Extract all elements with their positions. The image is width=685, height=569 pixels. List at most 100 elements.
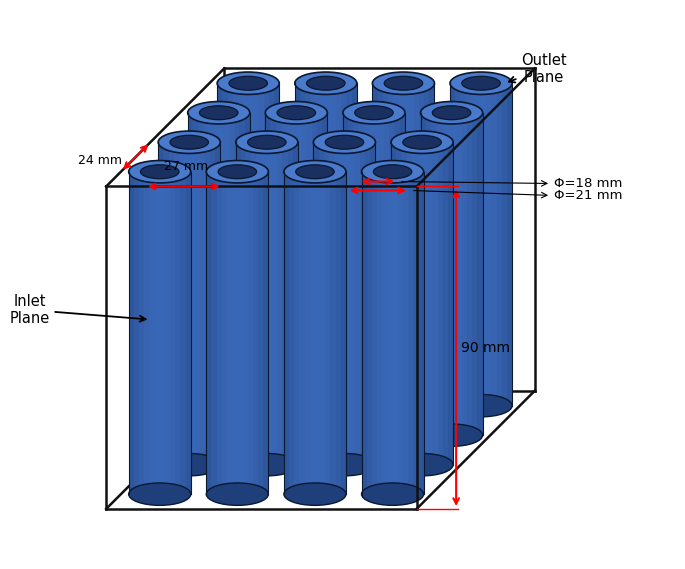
Polygon shape <box>477 113 483 435</box>
Polygon shape <box>451 113 457 435</box>
Polygon shape <box>403 83 409 406</box>
Polygon shape <box>233 83 238 406</box>
Polygon shape <box>427 142 432 465</box>
Polygon shape <box>291 113 297 435</box>
Polygon shape <box>180 172 186 494</box>
Polygon shape <box>343 113 405 435</box>
Polygon shape <box>295 83 357 406</box>
Polygon shape <box>486 83 491 406</box>
Polygon shape <box>353 113 358 435</box>
Polygon shape <box>267 142 298 465</box>
Polygon shape <box>214 113 219 435</box>
Polygon shape <box>343 113 374 435</box>
Polygon shape <box>248 83 279 406</box>
Ellipse shape <box>450 394 512 417</box>
Polygon shape <box>457 113 462 435</box>
Ellipse shape <box>450 72 512 94</box>
Ellipse shape <box>391 131 453 154</box>
Ellipse shape <box>158 131 221 154</box>
Polygon shape <box>188 113 250 435</box>
Polygon shape <box>325 172 330 494</box>
Polygon shape <box>355 142 360 465</box>
Polygon shape <box>246 142 251 465</box>
Polygon shape <box>351 83 357 406</box>
Polygon shape <box>175 172 180 494</box>
Ellipse shape <box>343 101 405 124</box>
Polygon shape <box>369 113 374 435</box>
Polygon shape <box>305 172 310 494</box>
Polygon shape <box>284 172 289 494</box>
Polygon shape <box>188 113 193 435</box>
Polygon shape <box>236 142 241 465</box>
Polygon shape <box>237 172 269 494</box>
Ellipse shape <box>170 135 208 149</box>
Ellipse shape <box>206 160 269 183</box>
Polygon shape <box>312 113 317 435</box>
Polygon shape <box>139 172 145 494</box>
Polygon shape <box>263 172 269 494</box>
Polygon shape <box>212 172 216 494</box>
Ellipse shape <box>362 483 423 505</box>
Polygon shape <box>301 113 307 435</box>
Polygon shape <box>219 113 224 435</box>
Polygon shape <box>284 172 315 494</box>
Polygon shape <box>362 172 393 494</box>
Polygon shape <box>432 142 438 465</box>
Ellipse shape <box>218 165 257 179</box>
Polygon shape <box>129 172 160 494</box>
Polygon shape <box>256 142 262 465</box>
Polygon shape <box>341 83 347 406</box>
Ellipse shape <box>236 453 298 476</box>
Ellipse shape <box>421 424 483 446</box>
Polygon shape <box>215 142 221 465</box>
Polygon shape <box>158 142 189 465</box>
Polygon shape <box>343 113 348 435</box>
Polygon shape <box>253 83 258 406</box>
Ellipse shape <box>206 483 269 505</box>
Polygon shape <box>269 83 274 406</box>
Polygon shape <box>324 142 329 465</box>
Polygon shape <box>334 142 339 465</box>
Ellipse shape <box>325 135 364 149</box>
Ellipse shape <box>158 453 221 476</box>
Polygon shape <box>374 113 379 435</box>
Polygon shape <box>347 83 351 406</box>
Polygon shape <box>179 142 184 465</box>
Polygon shape <box>391 142 396 465</box>
Polygon shape <box>224 113 229 435</box>
Polygon shape <box>267 142 272 465</box>
Polygon shape <box>322 113 327 435</box>
Polygon shape <box>165 172 170 494</box>
Polygon shape <box>234 113 239 435</box>
Polygon shape <box>448 142 453 465</box>
Polygon shape <box>451 113 483 435</box>
Polygon shape <box>390 113 395 435</box>
Polygon shape <box>384 113 390 435</box>
Polygon shape <box>364 113 369 435</box>
Polygon shape <box>329 142 334 465</box>
Polygon shape <box>450 83 456 406</box>
Polygon shape <box>447 113 451 435</box>
Polygon shape <box>217 83 248 406</box>
Ellipse shape <box>188 424 250 446</box>
Polygon shape <box>242 172 248 494</box>
Polygon shape <box>393 83 398 406</box>
Ellipse shape <box>355 106 393 119</box>
Polygon shape <box>396 142 401 465</box>
Polygon shape <box>258 172 263 494</box>
Polygon shape <box>429 83 434 406</box>
Polygon shape <box>189 142 195 465</box>
Ellipse shape <box>403 135 441 149</box>
Polygon shape <box>155 172 160 494</box>
Polygon shape <box>422 142 453 465</box>
Ellipse shape <box>462 76 500 90</box>
Text: 24 mm: 24 mm <box>77 154 122 167</box>
Polygon shape <box>265 113 271 435</box>
Polygon shape <box>174 142 179 465</box>
Polygon shape <box>460 83 466 406</box>
Polygon shape <box>321 83 326 406</box>
Ellipse shape <box>307 76 345 90</box>
Polygon shape <box>383 83 388 406</box>
Polygon shape <box>472 113 477 435</box>
Polygon shape <box>216 172 222 494</box>
